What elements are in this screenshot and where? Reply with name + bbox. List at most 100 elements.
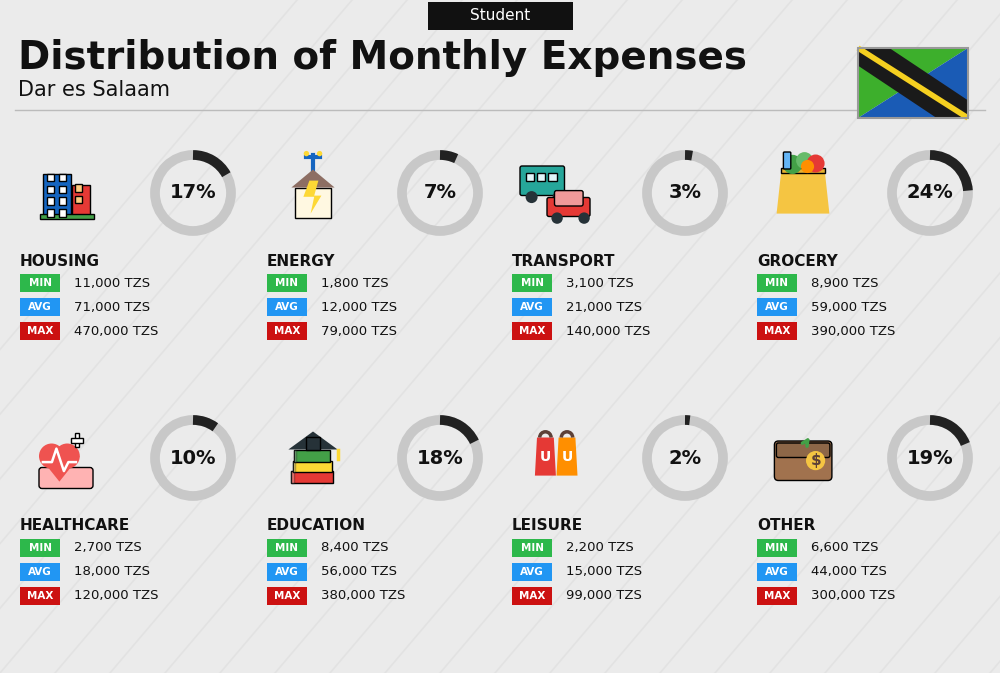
FancyBboxPatch shape (20, 298, 60, 316)
Text: Dar es Salaam: Dar es Salaam (18, 80, 170, 100)
Text: U: U (540, 450, 551, 464)
Text: AVG: AVG (765, 567, 789, 577)
Text: LEISURE: LEISURE (512, 518, 583, 534)
FancyBboxPatch shape (20, 587, 60, 605)
FancyBboxPatch shape (20, 322, 60, 340)
FancyBboxPatch shape (20, 563, 60, 581)
FancyBboxPatch shape (75, 184, 82, 192)
Circle shape (801, 160, 814, 173)
Polygon shape (288, 431, 338, 450)
FancyBboxPatch shape (757, 322, 797, 340)
FancyBboxPatch shape (554, 190, 583, 206)
Text: 44,000 TZS: 44,000 TZS (811, 565, 887, 579)
Text: 79,000 TZS: 79,000 TZS (321, 324, 397, 337)
FancyBboxPatch shape (72, 185, 90, 215)
FancyBboxPatch shape (512, 587, 552, 605)
Polygon shape (556, 437, 578, 476)
Text: MIN: MIN (28, 278, 52, 288)
FancyBboxPatch shape (267, 563, 307, 581)
Text: ENERGY: ENERGY (267, 254, 336, 269)
Text: 380,000 TZS: 380,000 TZS (321, 590, 405, 602)
FancyBboxPatch shape (267, 322, 307, 340)
Polygon shape (39, 456, 80, 482)
Text: 10%: 10% (170, 448, 216, 468)
Text: 8,900 TZS: 8,900 TZS (811, 277, 879, 289)
Text: 19%: 19% (907, 448, 953, 468)
Text: 2,700 TZS: 2,700 TZS (74, 542, 142, 555)
Text: TRANSPORT: TRANSPORT (512, 254, 616, 269)
Text: 3%: 3% (668, 184, 702, 203)
Circle shape (304, 151, 309, 156)
FancyBboxPatch shape (774, 441, 832, 481)
Text: 17%: 17% (170, 184, 216, 203)
Circle shape (317, 151, 322, 156)
Circle shape (783, 155, 802, 174)
Text: 21,000 TZS: 21,000 TZS (566, 301, 642, 314)
Circle shape (796, 152, 813, 169)
Text: 2%: 2% (668, 448, 702, 468)
Text: AVG: AVG (520, 302, 544, 312)
Circle shape (807, 155, 825, 172)
Polygon shape (858, 48, 968, 118)
Text: MAX: MAX (274, 326, 300, 336)
Text: HOUSING: HOUSING (20, 254, 100, 269)
Text: 56,000 TZS: 56,000 TZS (321, 565, 397, 579)
FancyBboxPatch shape (757, 539, 797, 557)
Text: U: U (561, 450, 573, 464)
FancyBboxPatch shape (512, 298, 552, 316)
FancyBboxPatch shape (59, 197, 66, 205)
FancyBboxPatch shape (526, 172, 534, 181)
FancyBboxPatch shape (757, 587, 797, 605)
Text: 11,000 TZS: 11,000 TZS (74, 277, 150, 289)
FancyBboxPatch shape (71, 438, 82, 443)
FancyBboxPatch shape (757, 563, 797, 581)
FancyBboxPatch shape (512, 322, 552, 340)
FancyBboxPatch shape (776, 443, 830, 458)
FancyBboxPatch shape (47, 186, 54, 193)
Text: 2,200 TZS: 2,200 TZS (566, 542, 634, 555)
FancyBboxPatch shape (294, 450, 296, 462)
Text: MIN: MIN (276, 543, 298, 553)
FancyBboxPatch shape (512, 539, 552, 557)
Text: MAX: MAX (764, 591, 790, 601)
Text: AVG: AVG (520, 567, 544, 577)
Text: MAX: MAX (519, 591, 545, 601)
Text: 1,800 TZS: 1,800 TZS (321, 277, 389, 289)
Text: MAX: MAX (27, 591, 53, 601)
Text: MIN: MIN (28, 543, 52, 553)
Text: OTHER: OTHER (757, 518, 815, 534)
Circle shape (553, 191, 565, 203)
Text: 18%: 18% (417, 448, 463, 468)
Text: MIN: MIN (766, 543, 788, 553)
FancyBboxPatch shape (40, 214, 94, 219)
Text: 71,000 TZS: 71,000 TZS (74, 301, 150, 314)
Polygon shape (858, 48, 968, 118)
Text: MIN: MIN (766, 278, 788, 288)
Circle shape (39, 444, 64, 468)
FancyBboxPatch shape (75, 196, 82, 203)
FancyBboxPatch shape (267, 298, 307, 316)
FancyBboxPatch shape (548, 172, 557, 181)
FancyBboxPatch shape (43, 174, 71, 215)
FancyBboxPatch shape (47, 209, 54, 217)
Text: MAX: MAX (519, 326, 545, 336)
Circle shape (55, 444, 80, 468)
Text: 24%: 24% (907, 184, 953, 203)
FancyBboxPatch shape (293, 460, 295, 472)
Text: 18,000 TZS: 18,000 TZS (74, 565, 150, 579)
Text: AVG: AVG (275, 567, 299, 577)
FancyBboxPatch shape (781, 168, 825, 174)
Circle shape (578, 213, 590, 224)
Circle shape (551, 213, 563, 224)
Text: Distribution of Monthly Expenses: Distribution of Monthly Expenses (18, 39, 747, 77)
Text: MAX: MAX (27, 326, 53, 336)
Text: MIN: MIN (520, 543, 544, 553)
FancyBboxPatch shape (428, 2, 572, 30)
FancyBboxPatch shape (537, 172, 545, 181)
Text: 7%: 7% (424, 184, 456, 203)
Text: 140,000 TZS: 140,000 TZS (566, 324, 650, 337)
Text: HEALTHCARE: HEALTHCARE (20, 518, 130, 534)
FancyBboxPatch shape (39, 468, 93, 489)
FancyBboxPatch shape (757, 274, 797, 292)
Text: 6,600 TZS: 6,600 TZS (811, 542, 879, 555)
